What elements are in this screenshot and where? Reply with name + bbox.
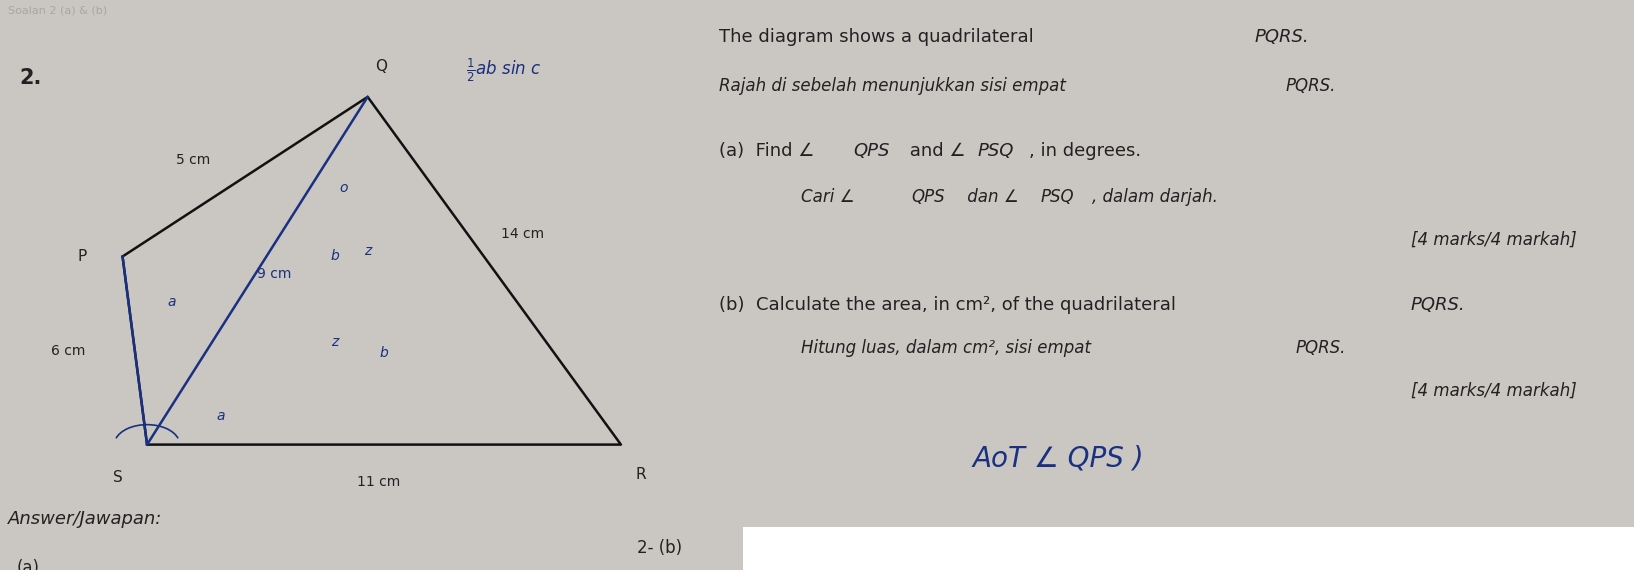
Text: b: b	[379, 347, 389, 360]
Text: QPS: QPS	[912, 188, 946, 206]
Text: Q: Q	[374, 59, 387, 74]
Text: PQRS.: PQRS.	[1286, 77, 1337, 95]
Text: and ∠: and ∠	[904, 142, 966, 161]
Text: Answer/Jawapan:: Answer/Jawapan:	[8, 510, 162, 528]
Text: a: a	[216, 409, 225, 423]
Text: 5 cm: 5 cm	[176, 153, 209, 166]
Text: [4 marks/4 markah]: [4 marks/4 markah]	[1412, 382, 1577, 400]
Text: 6 cm: 6 cm	[51, 344, 87, 357]
Text: a: a	[167, 295, 176, 309]
Text: z: z	[332, 335, 338, 349]
Text: The diagram shows a quadrilateral: The diagram shows a quadrilateral	[719, 28, 1039, 47]
Text: PQRS.: PQRS.	[1255, 28, 1309, 47]
Text: R: R	[636, 467, 645, 482]
Text: Rajah di sebelah menunjukkan sisi empat: Rajah di sebelah menunjukkan sisi empat	[719, 77, 1070, 95]
Text: (a): (a)	[16, 559, 39, 570]
Text: QPS: QPS	[853, 142, 889, 161]
Text: 2- (b): 2- (b)	[637, 539, 683, 557]
Text: 11 cm: 11 cm	[358, 475, 400, 488]
Text: S: S	[113, 470, 123, 485]
Text: Cari ∠: Cari ∠	[801, 188, 855, 206]
Text: , dalam darjah.: , dalam darjah.	[1092, 188, 1217, 206]
Text: $\frac{1}{2}$ab sin c: $\frac{1}{2}$ab sin c	[466, 57, 541, 84]
Text: 9 cm: 9 cm	[257, 267, 292, 280]
Text: o: o	[338, 181, 348, 195]
Text: , in degrees.: , in degrees.	[1029, 142, 1142, 161]
Bar	[743, 527, 1634, 570]
Text: PSQ: PSQ	[1041, 188, 1075, 206]
Text: 14 cm: 14 cm	[502, 227, 544, 241]
Text: PQRS.: PQRS.	[1410, 296, 1464, 315]
Text: [4 marks/4 markah]: [4 marks/4 markah]	[1412, 231, 1577, 249]
Text: PQRS.: PQRS.	[1296, 339, 1346, 357]
Text: AoT ∠ QPS ): AoT ∠ QPS )	[972, 445, 1144, 473]
Text: Hitung luas, dalam cm², sisi empat: Hitung luas, dalam cm², sisi empat	[801, 339, 1096, 357]
Text: Soalan 2 (a) & (b): Soalan 2 (a) & (b)	[8, 6, 108, 16]
Text: (a)  Find ∠: (a) Find ∠	[719, 142, 814, 161]
Text: dan ∠: dan ∠	[962, 188, 1020, 206]
Text: b: b	[330, 250, 340, 263]
Text: 2.: 2.	[20, 68, 42, 88]
Text: PSQ: PSQ	[977, 142, 1013, 161]
Text: P: P	[77, 249, 87, 264]
Text: z: z	[364, 244, 371, 258]
Text: (b)  Calculate the area, in cm², of the quadrilateral: (b) Calculate the area, in cm², of the q…	[719, 296, 1181, 315]
